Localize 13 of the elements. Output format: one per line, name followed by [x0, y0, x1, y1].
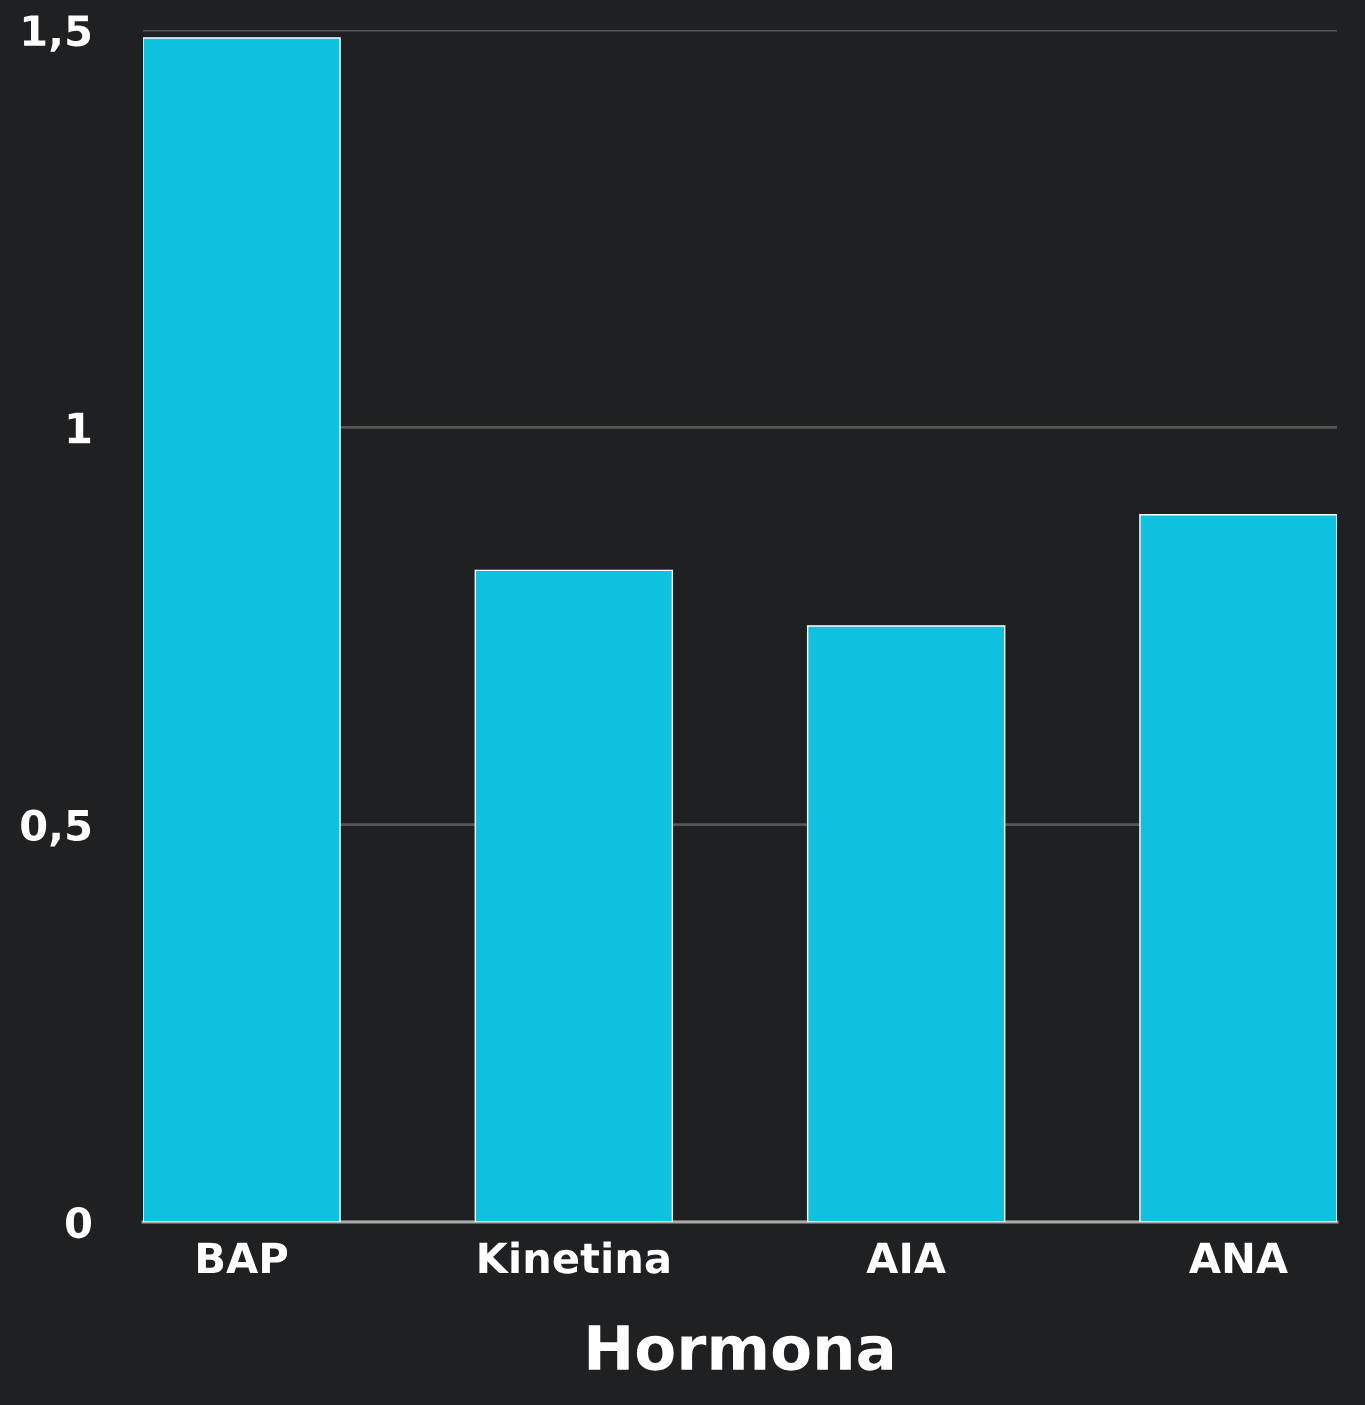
y-tick-label: 0: [66, 1206, 92, 1239]
y-tick-label: 1: [68, 412, 91, 444]
y-tick-label: 1,5: [23, 15, 91, 52]
x-tick-label: BAP: [198, 1242, 288, 1274]
x-axis-title: Hormona: [588, 1325, 893, 1371]
bar: [1139, 514, 1337, 1222]
bar: [143, 37, 341, 1222]
x-tick-label: ANA: [1188, 1242, 1288, 1274]
x-tick-label: Kinetina: [479, 1241, 669, 1274]
bar: [474, 569, 674, 1222]
y-tick-label: 0,5: [21, 809, 91, 847]
x-tick-label: AIA: [866, 1242, 946, 1274]
bar: [806, 625, 1006, 1222]
